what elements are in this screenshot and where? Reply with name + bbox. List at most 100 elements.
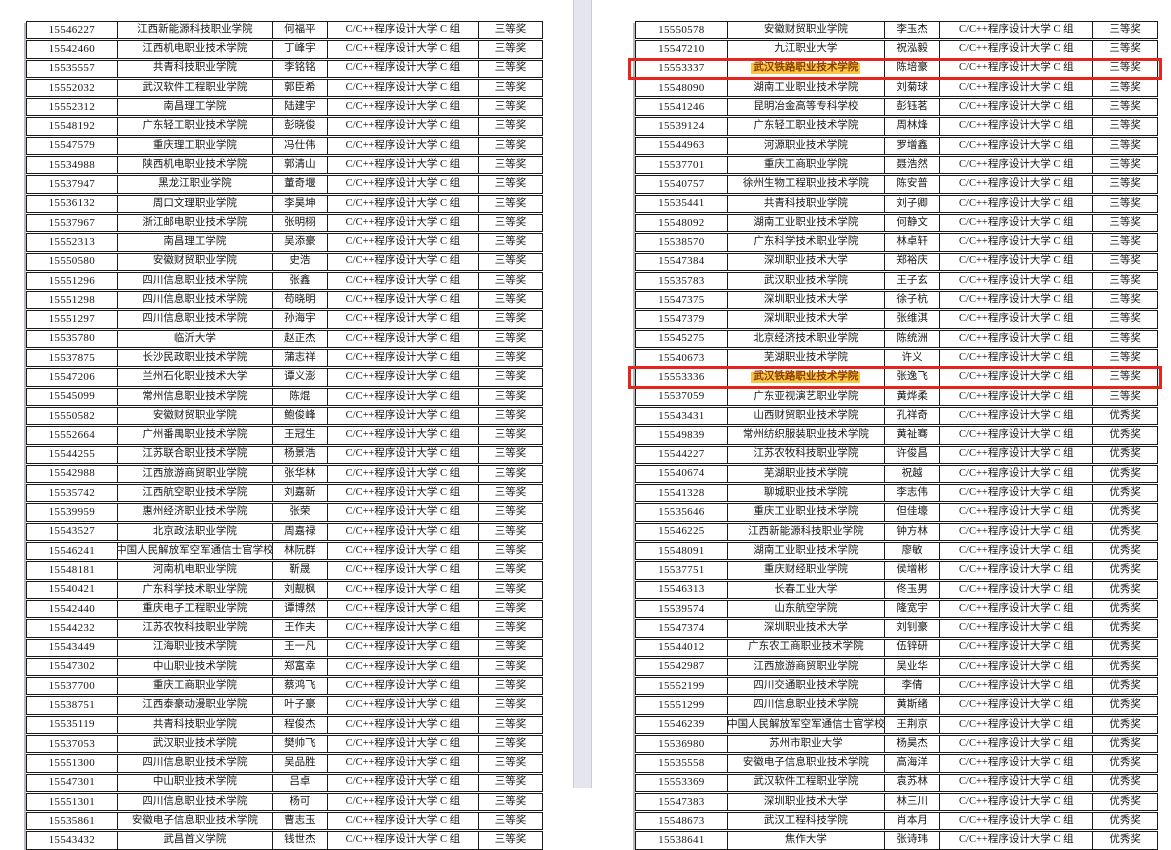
table-row: 15553337 武汉铁路职业技术学院 陈培豪 C/C++程序设计大学 C 组 三等奖 bbox=[628, 57, 1162, 81]
registration-id: 15536132 bbox=[27, 195, 118, 212]
registration-id: 15547384 bbox=[636, 253, 728, 270]
contest-category-text: C/C++程序设计大学 C 组 bbox=[345, 23, 461, 35]
registration-id-text: 15537967 bbox=[48, 216, 96, 229]
contest-category-text: C/C++程序设计大学 C 组 bbox=[345, 583, 461, 595]
school-name-cell-text: 深圳职业技术大学 bbox=[763, 795, 848, 807]
registration-id-text: 15547301 bbox=[48, 776, 96, 789]
award-level: 优秀奖 bbox=[1093, 524, 1157, 540]
school-name-cell: 重庆财经职业学院 bbox=[728, 562, 886, 579]
award-level-text: 三等奖 bbox=[1109, 101, 1141, 113]
award-level: 三等奖 bbox=[1093, 311, 1157, 327]
contest-category-text: C/C++程序设计大学 C 组 bbox=[959, 506, 1074, 518]
award-level: 优秀奖 bbox=[1093, 832, 1157, 848]
award-level-text: 三等奖 bbox=[494, 583, 527, 595]
award-level: 三等奖 bbox=[479, 234, 542, 250]
participant-name-text: 但佳壕 bbox=[896, 506, 928, 518]
participant-name-text: 陈统洲 bbox=[896, 332, 928, 344]
contest-category: C/C++程序设计大学 C 组 bbox=[328, 157, 480, 174]
school-name-cell: 武汉工程科技学院 bbox=[728, 813, 886, 830]
contest-category: C/C++程序设计大学 C 组 bbox=[940, 755, 1094, 772]
registration-id: 15546239 bbox=[636, 716, 728, 733]
school-name-cell: 深圳职业技术大学 bbox=[728, 793, 886, 811]
contest-category-text: C/C++程序设计大学 C 组 bbox=[959, 544, 1074, 556]
participant-name: 黄斯绪 bbox=[885, 697, 941, 714]
contest-category: C/C++程序设计大学 C 组 bbox=[940, 620, 1094, 637]
participant-name-text: 杨昊杰 bbox=[896, 737, 928, 749]
participant-name: 祝泓毅 bbox=[885, 41, 941, 58]
award-level-text: 三等奖 bbox=[1109, 178, 1141, 190]
participant-name-text: 吴添豪 bbox=[284, 236, 316, 248]
table-row: 15551298 四川信息职业技术学院 苟晓明 C/C++程序设计大学 C 组 三等奖 bbox=[26, 291, 543, 310]
registration-id-text: 15544255 bbox=[48, 448, 96, 461]
contest-category: C/C++程序设计大学 C 组 bbox=[940, 813, 1094, 830]
award-level: 三等奖 bbox=[479, 41, 542, 57]
award-level-text: 优秀奖 bbox=[1109, 583, 1141, 595]
school-name-cell: 中山职业技术学院 bbox=[118, 774, 274, 791]
document-page-right: 15550578 安徽财贸职业学院 李玉杰 C/C++程序设计大学 C 组三等奖 155… bbox=[592, 0, 1171, 850]
table-row: 15550580 安徽财贸职业学院 史浩 C/C++程序设计大学 C 组 三等奖 bbox=[26, 252, 543, 271]
contest-category-text: C/C++程序设计大学 C 组 bbox=[959, 641, 1074, 653]
award-level: 三等奖 bbox=[479, 755, 542, 771]
participant-name: 史浩 bbox=[273, 253, 328, 270]
registration-id-text: 15539574 bbox=[658, 602, 705, 615]
participant-name: 刘嘉新 bbox=[273, 485, 328, 502]
table-row: 15539124 广东轻工职业技术学院 周林烽 C/C++程序设计大学 C 组 三等奖 bbox=[635, 117, 1158, 136]
registration-id: 15537059 bbox=[636, 388, 728, 405]
award-level: 三等奖 bbox=[1093, 176, 1157, 192]
participant-name-text: 徐子杭 bbox=[896, 294, 928, 306]
award-level-text: 优秀奖 bbox=[1109, 487, 1141, 499]
participant-name-text: 谭义澎 bbox=[284, 371, 316, 383]
registration-id: 15553337 bbox=[636, 60, 728, 77]
participant-name-text: 吴业华 bbox=[896, 660, 928, 672]
school-name-cell-text: 河南机电职业学院 bbox=[152, 564, 237, 576]
award-level-text: 优秀奖 bbox=[1109, 506, 1141, 518]
registration-id-text: 15551296 bbox=[48, 274, 96, 287]
school-name-cell: 常州纺织服装职业技术学院 bbox=[728, 427, 886, 444]
award-level-text: 三等奖 bbox=[1109, 351, 1141, 363]
participant-name: 林三川 bbox=[885, 793, 941, 811]
school-name-cell: 广东轻工职业技术学院 bbox=[728, 118, 886, 135]
school-name-cell-text: 江西机电职业技术学院 bbox=[142, 43, 248, 55]
registration-id: 15541328 bbox=[636, 485, 728, 502]
award-level-text: 三等奖 bbox=[1109, 216, 1141, 228]
school-name-cell-text: 昆明冶金高等专科学校 bbox=[753, 101, 859, 113]
award-level-text: 三等奖 bbox=[1109, 294, 1141, 306]
contest-category: C/C++程序设计大学 C 组 bbox=[940, 311, 1094, 328]
participant-name-text: 杨景浩 bbox=[284, 448, 316, 460]
table-row: 15535441 共青科技职业学院 刘子卿 C/C++程序设计大学 C 组 三等奖 bbox=[635, 194, 1158, 213]
registration-id-text: 15539959 bbox=[48, 506, 96, 519]
school-name-cell: 昆明冶金高等专科学校 bbox=[728, 99, 886, 116]
school-name-cell: 河源职业技术学院 bbox=[728, 137, 886, 155]
contest-category: C/C++程序设计大学 C 组 bbox=[328, 22, 480, 39]
table-row: 15535783 武汉职业技术学院 王子玄 C/C++程序设计大学 C 组 三等奖 bbox=[635, 271, 1158, 291]
award-level-text: 三等奖 bbox=[1109, 23, 1141, 35]
contest-category: C/C++程序设计大学 C 组 bbox=[940, 793, 1094, 811]
participant-name: 刘靓枫 bbox=[273, 581, 328, 598]
participant-name: 钱世杰 bbox=[273, 832, 328, 849]
award-level: 三等奖 bbox=[479, 254, 542, 270]
school-name-cell-text: 中国人民解放军空军通信士官学校 bbox=[117, 544, 274, 556]
contest-category-text: C/C++程序设计大学 C 组 bbox=[345, 294, 461, 306]
participant-name: 钟方林 bbox=[885, 523, 941, 541]
contest-category-text: C/C++程序设计大学 C 组 bbox=[959, 409, 1074, 421]
participant-name-text: 樊帅飞 bbox=[284, 737, 316, 749]
contest-category: C/C++程序设计大学 C 组 bbox=[940, 716, 1094, 733]
school-name-cell: 山西财贸职业技术学院 bbox=[728, 407, 886, 425]
school-name-cell: 深圳职业技术大学 bbox=[728, 311, 886, 328]
participant-name: 郭臣希 bbox=[273, 79, 328, 97]
participant-name: 郑裕庆 bbox=[885, 253, 941, 270]
award-level: 三等奖 bbox=[1093, 80, 1157, 96]
contest-category: C/C++程序设计大学 C 组 bbox=[328, 523, 480, 541]
registration-id: 15548192 bbox=[27, 118, 118, 135]
registration-id: 15547383 bbox=[636, 793, 728, 811]
award-level: 三等奖 bbox=[479, 717, 542, 733]
participant-name: 肖本月 bbox=[885, 813, 941, 830]
registration-id-text: 15538751 bbox=[48, 699, 96, 712]
school-name-cell-text: 深圳职业技术大学 bbox=[763, 313, 848, 325]
award-level-text: 三等奖 bbox=[1109, 120, 1141, 132]
table-row: 15537947 黑龙江职业学院 董奇堰 C/C++程序设计大学 C 组 三等奖 bbox=[26, 175, 543, 194]
award-level-text: 三等奖 bbox=[494, 139, 527, 151]
table-row: 15550578 安徽财贸职业学院 李玉杰 C/C++程序设计大学 C 组 三等奖 bbox=[635, 21, 1158, 40]
award-level-text: 优秀奖 bbox=[1109, 641, 1141, 653]
contest-category-text: C/C++程序设计大学 C 组 bbox=[959, 487, 1074, 499]
